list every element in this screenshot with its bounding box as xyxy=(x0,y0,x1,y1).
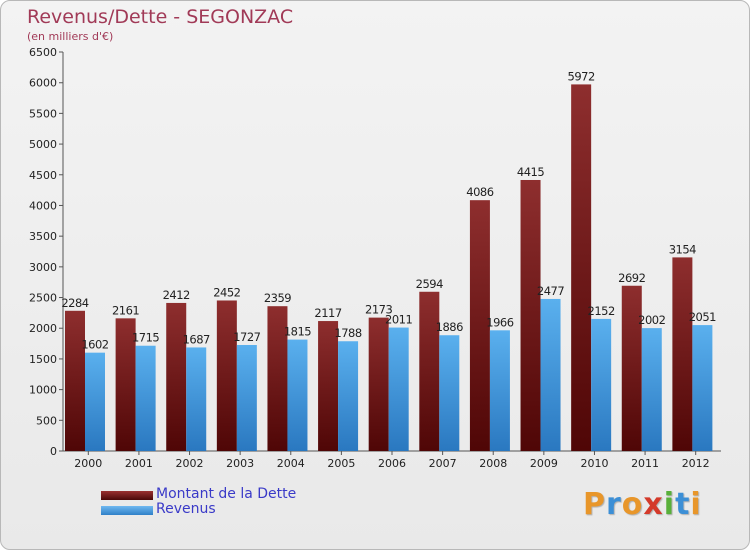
x-tick-label: 2006 xyxy=(378,457,406,470)
data-label-revenus: 2002 xyxy=(638,313,665,327)
y-tick-label: 3000 xyxy=(29,261,57,274)
bar-revenus xyxy=(85,352,105,451)
data-label-revenus: 2477 xyxy=(537,284,564,298)
data-label-revenus: 1687 xyxy=(183,332,210,346)
y-tick-label: 4000 xyxy=(29,199,57,212)
x-tick-label: 2002 xyxy=(176,457,204,470)
bar-dette xyxy=(166,302,187,451)
x-tick-label: 2001 xyxy=(125,457,153,470)
x-tick-label: 2007 xyxy=(429,457,457,470)
logo-letter: x xyxy=(643,487,664,522)
bar-dette xyxy=(621,285,642,451)
x-tick-label: 2003 xyxy=(226,457,254,470)
y-tick-label: 5000 xyxy=(29,138,57,151)
legend-swatch-revenus xyxy=(101,506,153,515)
data-label-dette: 4415 xyxy=(517,165,544,179)
logo-letter: P xyxy=(583,487,606,522)
bar-dette xyxy=(469,200,490,451)
chart-title: Revenus/Dette - SEGONZAC xyxy=(27,6,294,28)
legend-swatch-dette xyxy=(101,491,153,500)
logo-letter: i xyxy=(690,487,702,522)
bar-dette xyxy=(267,306,288,451)
data-label-revenus: 1602 xyxy=(81,338,108,352)
x-tick-label: 2012 xyxy=(682,457,710,470)
data-label-dette: 2161 xyxy=(112,303,139,317)
data-label-revenus: 1815 xyxy=(284,325,311,339)
x-tick-label: 2009 xyxy=(530,457,558,470)
bar-dette xyxy=(65,310,85,451)
bar-revenus xyxy=(135,345,156,451)
y-tick-label: 3500 xyxy=(29,230,57,243)
data-label-revenus: 1727 xyxy=(233,330,260,344)
proxiti-logo: Proxiti xyxy=(583,487,702,522)
bar-dette xyxy=(368,317,389,451)
bar-dette xyxy=(571,84,592,452)
y-tick-label: 1000 xyxy=(29,384,57,397)
data-label-dette: 2359 xyxy=(264,291,291,305)
bar-revenus xyxy=(692,325,713,451)
bar-revenus xyxy=(591,318,612,451)
bar-revenus xyxy=(338,341,359,451)
chart-subtitle: (en milliers d'€) xyxy=(27,30,114,43)
bar-dette xyxy=(520,179,541,451)
bar-revenus xyxy=(287,339,308,451)
y-tick-label: 6500 xyxy=(29,46,57,59)
y-tick-label: 500 xyxy=(36,414,57,427)
x-tick-label: 2010 xyxy=(580,457,608,470)
logo-letter: i xyxy=(663,487,676,522)
legend-label-revenus: Revenus xyxy=(156,501,216,517)
bar-revenus xyxy=(186,347,207,451)
data-label-dette: 2452 xyxy=(213,285,240,299)
bar-dette xyxy=(672,257,693,451)
bar-dette xyxy=(318,321,339,451)
bar-revenus xyxy=(540,298,561,451)
bar-revenus xyxy=(388,327,409,451)
bar-revenus xyxy=(489,330,510,451)
y-tick-label: 0 xyxy=(50,445,57,458)
x-tick-label: 2000 xyxy=(74,457,102,470)
logo-letter: t xyxy=(675,487,691,522)
data-label-revenus: 1715 xyxy=(132,331,159,345)
y-tick-label: 5500 xyxy=(29,107,57,120)
y-tick-label: 6000 xyxy=(29,77,57,90)
bar-revenus xyxy=(236,344,257,451)
data-label-dette: 5972 xyxy=(568,69,595,83)
data-label-revenus: 2051 xyxy=(689,310,716,324)
legend-label-dette: Montant de la Dette xyxy=(156,486,297,502)
x-tick-label: 2008 xyxy=(479,457,507,470)
data-label-revenus: 2011 xyxy=(385,313,412,327)
x-tick-label: 2011 xyxy=(631,457,659,470)
data-label-dette: 2284 xyxy=(61,296,88,310)
logo-letter: r xyxy=(606,487,622,522)
data-label-revenus: 1886 xyxy=(436,320,463,334)
x-tick-label: 2004 xyxy=(277,457,305,470)
y-tick-label: 2500 xyxy=(29,292,57,305)
y-tick-label: 4500 xyxy=(29,169,57,182)
data-label-dette: 2173 xyxy=(365,303,392,317)
data-label-dette: 2594 xyxy=(416,277,443,291)
bar-dette xyxy=(216,300,237,451)
bar-dette xyxy=(115,318,136,451)
bar-dette xyxy=(419,291,440,451)
y-tick-label: 1500 xyxy=(29,353,57,366)
data-label-dette: 4086 xyxy=(466,185,493,199)
bar-revenus xyxy=(439,335,460,451)
y-tick-label: 2000 xyxy=(29,322,57,335)
bar-revenus xyxy=(641,328,662,451)
data-label-dette: 2412 xyxy=(163,288,190,302)
data-label-dette: 2117 xyxy=(314,306,341,320)
data-label-revenus: 1966 xyxy=(486,315,513,329)
logo-letter: o xyxy=(621,487,644,522)
x-tick-label: 2005 xyxy=(327,457,355,470)
data-label-dette: 2692 xyxy=(618,271,645,285)
data-label-dette: 3154 xyxy=(669,242,696,256)
data-label-revenus: 1788 xyxy=(334,326,361,340)
data-label-revenus: 2152 xyxy=(588,304,615,318)
